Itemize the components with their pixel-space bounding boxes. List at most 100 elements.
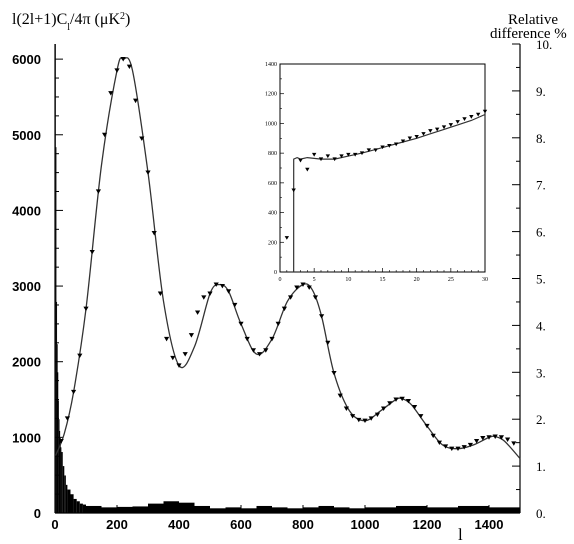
y2-tick-label: 6.: [536, 225, 546, 240]
main-data-marker: [250, 348, 256, 353]
histogram-bar: [65, 484, 68, 513]
y2-tick-label: 10.: [536, 37, 552, 52]
main-data-marker: [58, 439, 64, 444]
histogram-bar: [101, 507, 117, 513]
inset-x-tick-label: 10: [345, 277, 351, 283]
y2-tick-label: 8.: [536, 131, 546, 146]
main-data-marker: [399, 396, 405, 402]
y-tick-label: 1000: [12, 430, 41, 445]
main-data-marker: [151, 231, 157, 236]
main-data-marker: [95, 189, 101, 194]
main-data-marker: [238, 321, 244, 327]
inset-data-marker: [407, 136, 413, 141]
histogram-bar: [194, 505, 210, 513]
y-axis-title: l(2l+1)Cl/4π (μK2): [12, 11, 130, 33]
main-data-marker: [449, 446, 455, 452]
histogram-bar: [303, 507, 319, 513]
inset-data-marker: [339, 154, 344, 159]
y2-tick-label: 1.: [536, 459, 546, 474]
main-data-marker: [362, 418, 368, 424]
inset-x-tick-label: 0: [279, 277, 282, 283]
main-data-marker: [492, 434, 498, 439]
y-tick-label: 5000: [12, 128, 41, 143]
main-data-marker: [306, 285, 312, 290]
inset-y-tick-label: 800: [268, 151, 277, 157]
main-data-marker: [126, 64, 132, 70]
main-data-marker: [102, 132, 108, 138]
main-data-marker: [114, 68, 120, 73]
inset-frame: [279, 63, 486, 273]
inset-chart: 0 5 10 15 20 25 30 0 200 400 600 800 1000 1200 1400: [265, 62, 488, 283]
x-tick-label: 1200: [413, 517, 442, 532]
inset-data-marker: [462, 117, 467, 121]
histogram-bar: [61, 452, 63, 513]
inset-y-tick-label: 0: [274, 270, 277, 276]
histogram-bar: [55, 44, 56, 513]
y-tick-label: 3000: [12, 279, 41, 294]
y2-tick-label: 5.: [536, 272, 546, 287]
main-data-marker: [77, 353, 83, 358]
main-data-marker: [331, 370, 337, 376]
main-data-marker: [226, 289, 232, 294]
main-data-marker: [139, 136, 145, 141]
main-data-marker: [89, 249, 95, 255]
main-data-marker: [312, 295, 318, 300]
main-data-marker: [393, 397, 399, 402]
histogram-bar: [55, 147, 57, 513]
x-tick-label: 600: [230, 517, 252, 532]
y-tick-label: 4000: [12, 203, 41, 218]
main-data-marker: [176, 363, 182, 368]
main-data-marker: [480, 436, 486, 441]
inset-data-marker: [346, 152, 351, 157]
main-data-marker: [467, 442, 473, 448]
main-data-marker: [281, 306, 287, 312]
histogram-bar: [76, 501, 80, 513]
histogram-bar: [58, 419, 60, 513]
histogram-bar: [163, 501, 179, 513]
histogram-bar: [56, 301, 58, 513]
main-data-marker: [145, 170, 151, 175]
y2-tick-label: 4.: [536, 318, 546, 333]
histogram-bar: [64, 475, 66, 513]
inset-data-marker: [380, 145, 385, 150]
histogram-bar: [287, 508, 303, 513]
histogram-bar: [59, 437, 61, 513]
main-data-marker: [263, 348, 269, 353]
main-data-marker: [269, 336, 275, 342]
main-data-marker: [257, 352, 263, 357]
histogram-bar: [70, 494, 74, 513]
main-data-marker: [350, 414, 356, 419]
histogram-bar: [225, 507, 241, 513]
right-axis-title-line1: Relative: [508, 12, 558, 28]
main-data-marker: [201, 295, 207, 300]
inset-data-marker: [421, 132, 426, 136]
histogram-bar: [57, 372, 59, 513]
inset-data-marker: [482, 109, 488, 114]
main-markers: [58, 57, 517, 452]
main-data-marker: [300, 282, 306, 287]
histogram-bar: [62, 466, 65, 513]
inset-y-tick-label: 1400: [265, 62, 277, 68]
histogram-bar: [56, 344, 58, 513]
inset-y-tick-label: 200: [268, 240, 277, 246]
inset-data-marker: [475, 112, 481, 117]
main-data-marker: [157, 291, 163, 296]
inset-data-marker: [318, 157, 324, 162]
inset-data-marker: [387, 143, 392, 148]
main-data-marker: [325, 340, 331, 346]
inset-y-tick-label: 1000: [265, 121, 277, 127]
histogram-bar: [117, 506, 133, 513]
main-data-marker: [424, 423, 430, 429]
inset-data-marker: [469, 114, 474, 119]
main-data-marker: [195, 310, 201, 315]
histogram-bar: [179, 502, 195, 513]
inset-x-tick-label: 25: [448, 277, 454, 283]
y-tick-label: 2000: [12, 355, 41, 370]
main-data-marker: [213, 282, 219, 287]
histogram-bar: [349, 508, 365, 513]
y-tick-label: 0: [34, 506, 41, 521]
inset-ticks: 0 5 10 15 20 25 30 0 200 400 600 800 1000 1200 1400: [265, 62, 488, 283]
main-data-marker: [374, 412, 380, 418]
main-data-marker: [244, 336, 250, 342]
